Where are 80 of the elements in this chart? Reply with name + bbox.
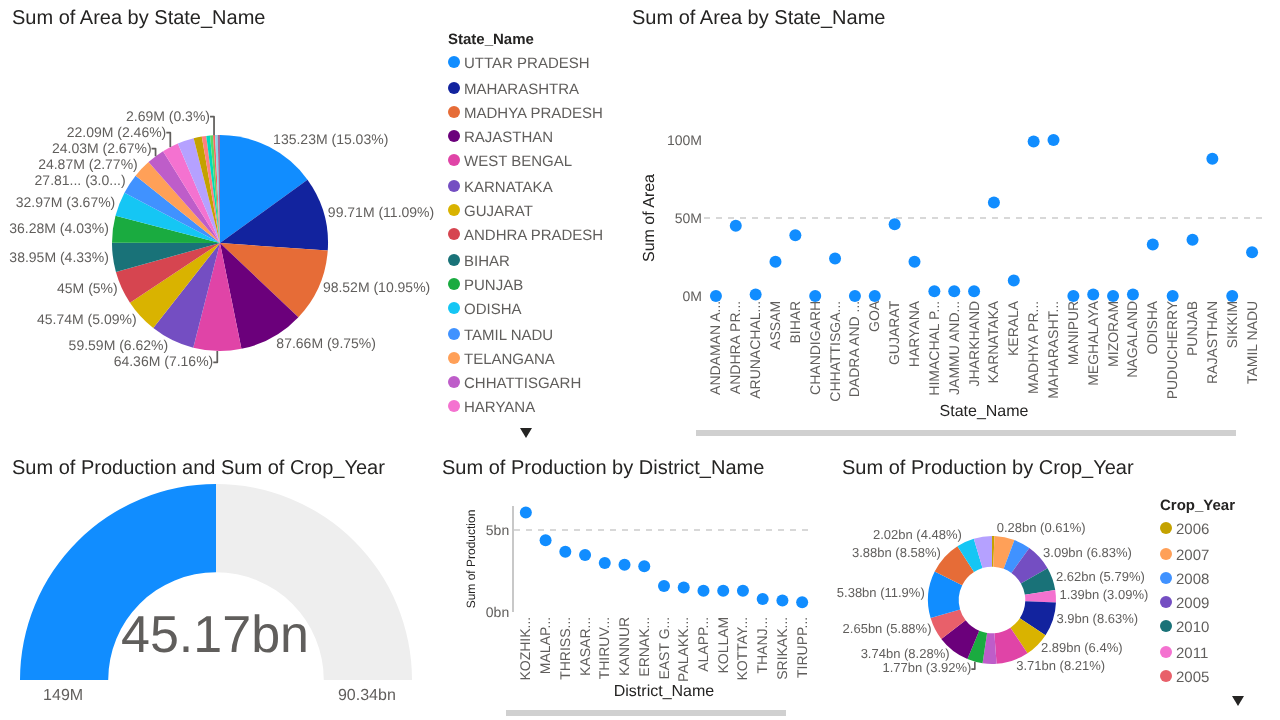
pie-slice <box>115 192 220 243</box>
point <box>749 288 762 301</box>
donut-slice <box>1019 601 1056 636</box>
point <box>928 285 941 298</box>
donut-slice <box>930 609 966 640</box>
point <box>1126 288 1139 301</box>
pie-slice <box>163 143 220 243</box>
x-axis-title: State_Name <box>939 401 1030 420</box>
point <box>769 255 782 268</box>
point <box>908 255 921 268</box>
donut-slice <box>1003 540 1030 573</box>
pie-slice <box>115 243 220 303</box>
donut-slice <box>928 571 963 619</box>
point <box>968 285 981 298</box>
point <box>579 548 592 561</box>
donut-slice <box>967 630 988 664</box>
point <box>1246 246 1259 259</box>
point <box>809 290 822 302</box>
donut-slice <box>982 632 997 664</box>
point <box>729 219 742 232</box>
point <box>789 229 802 242</box>
point <box>756 592 769 605</box>
pie-slice <box>193 136 220 243</box>
chart-title: Sum of Production by Crop_Year <box>842 458 1134 480</box>
point <box>888 218 901 231</box>
point <box>1087 288 1100 301</box>
pie-slice <box>112 215 220 243</box>
point <box>829 252 842 265</box>
donut-slice <box>1020 568 1056 595</box>
point <box>1107 290 1120 302</box>
point <box>868 290 881 302</box>
pie-slice <box>112 242 220 272</box>
pie-slice <box>177 138 220 243</box>
donut-slice <box>973 536 992 569</box>
pie-slice <box>135 162 220 243</box>
point <box>796 596 809 609</box>
point <box>1226 290 1239 302</box>
donut-slice <box>957 538 983 572</box>
text: 149M <box>43 686 84 704</box>
y-axis-title: Sum of Area <box>640 172 659 263</box>
point <box>1186 233 1199 246</box>
point <box>1166 290 1179 302</box>
point <box>948 285 961 298</box>
point <box>776 594 789 607</box>
point <box>1067 290 1080 302</box>
point <box>1206 152 1219 165</box>
chart-title: Sum of Production and Sum of Crop_Year <box>12 458 385 480</box>
pie-slice <box>201 135 220 243</box>
point <box>1027 135 1040 148</box>
pie-slice <box>206 135 220 243</box>
point <box>677 581 690 594</box>
point <box>736 584 749 597</box>
point <box>717 584 730 597</box>
point <box>1146 238 1159 251</box>
point <box>848 290 861 302</box>
text: 90.34bn <box>337 686 396 704</box>
chart-title: Sum of Production by District_Name <box>442 458 765 480</box>
point <box>618 558 631 571</box>
chart-title: Sum of Area by State_Name <box>12 8 266 30</box>
pie-slice <box>193 243 242 351</box>
point <box>539 534 552 547</box>
donut-slice <box>994 627 1028 664</box>
point <box>519 506 532 519</box>
point <box>559 545 572 558</box>
data-label: 45.17bn <box>119 604 311 666</box>
point <box>697 584 710 597</box>
point <box>987 196 1000 209</box>
chart-title: Sum of Area by State_Name <box>632 8 886 30</box>
point <box>709 290 722 302</box>
pie-slice <box>124 175 220 243</box>
point <box>1007 274 1020 287</box>
pie-slice <box>148 151 220 243</box>
point <box>598 557 611 570</box>
donut-slice <box>1024 590 1056 603</box>
point <box>658 579 670 592</box>
point <box>638 560 651 573</box>
x-axis-title: District_Name <box>613 682 716 701</box>
pie-slice <box>220 179 328 251</box>
donut-slice <box>993 536 1015 569</box>
point <box>1047 134 1060 146</box>
